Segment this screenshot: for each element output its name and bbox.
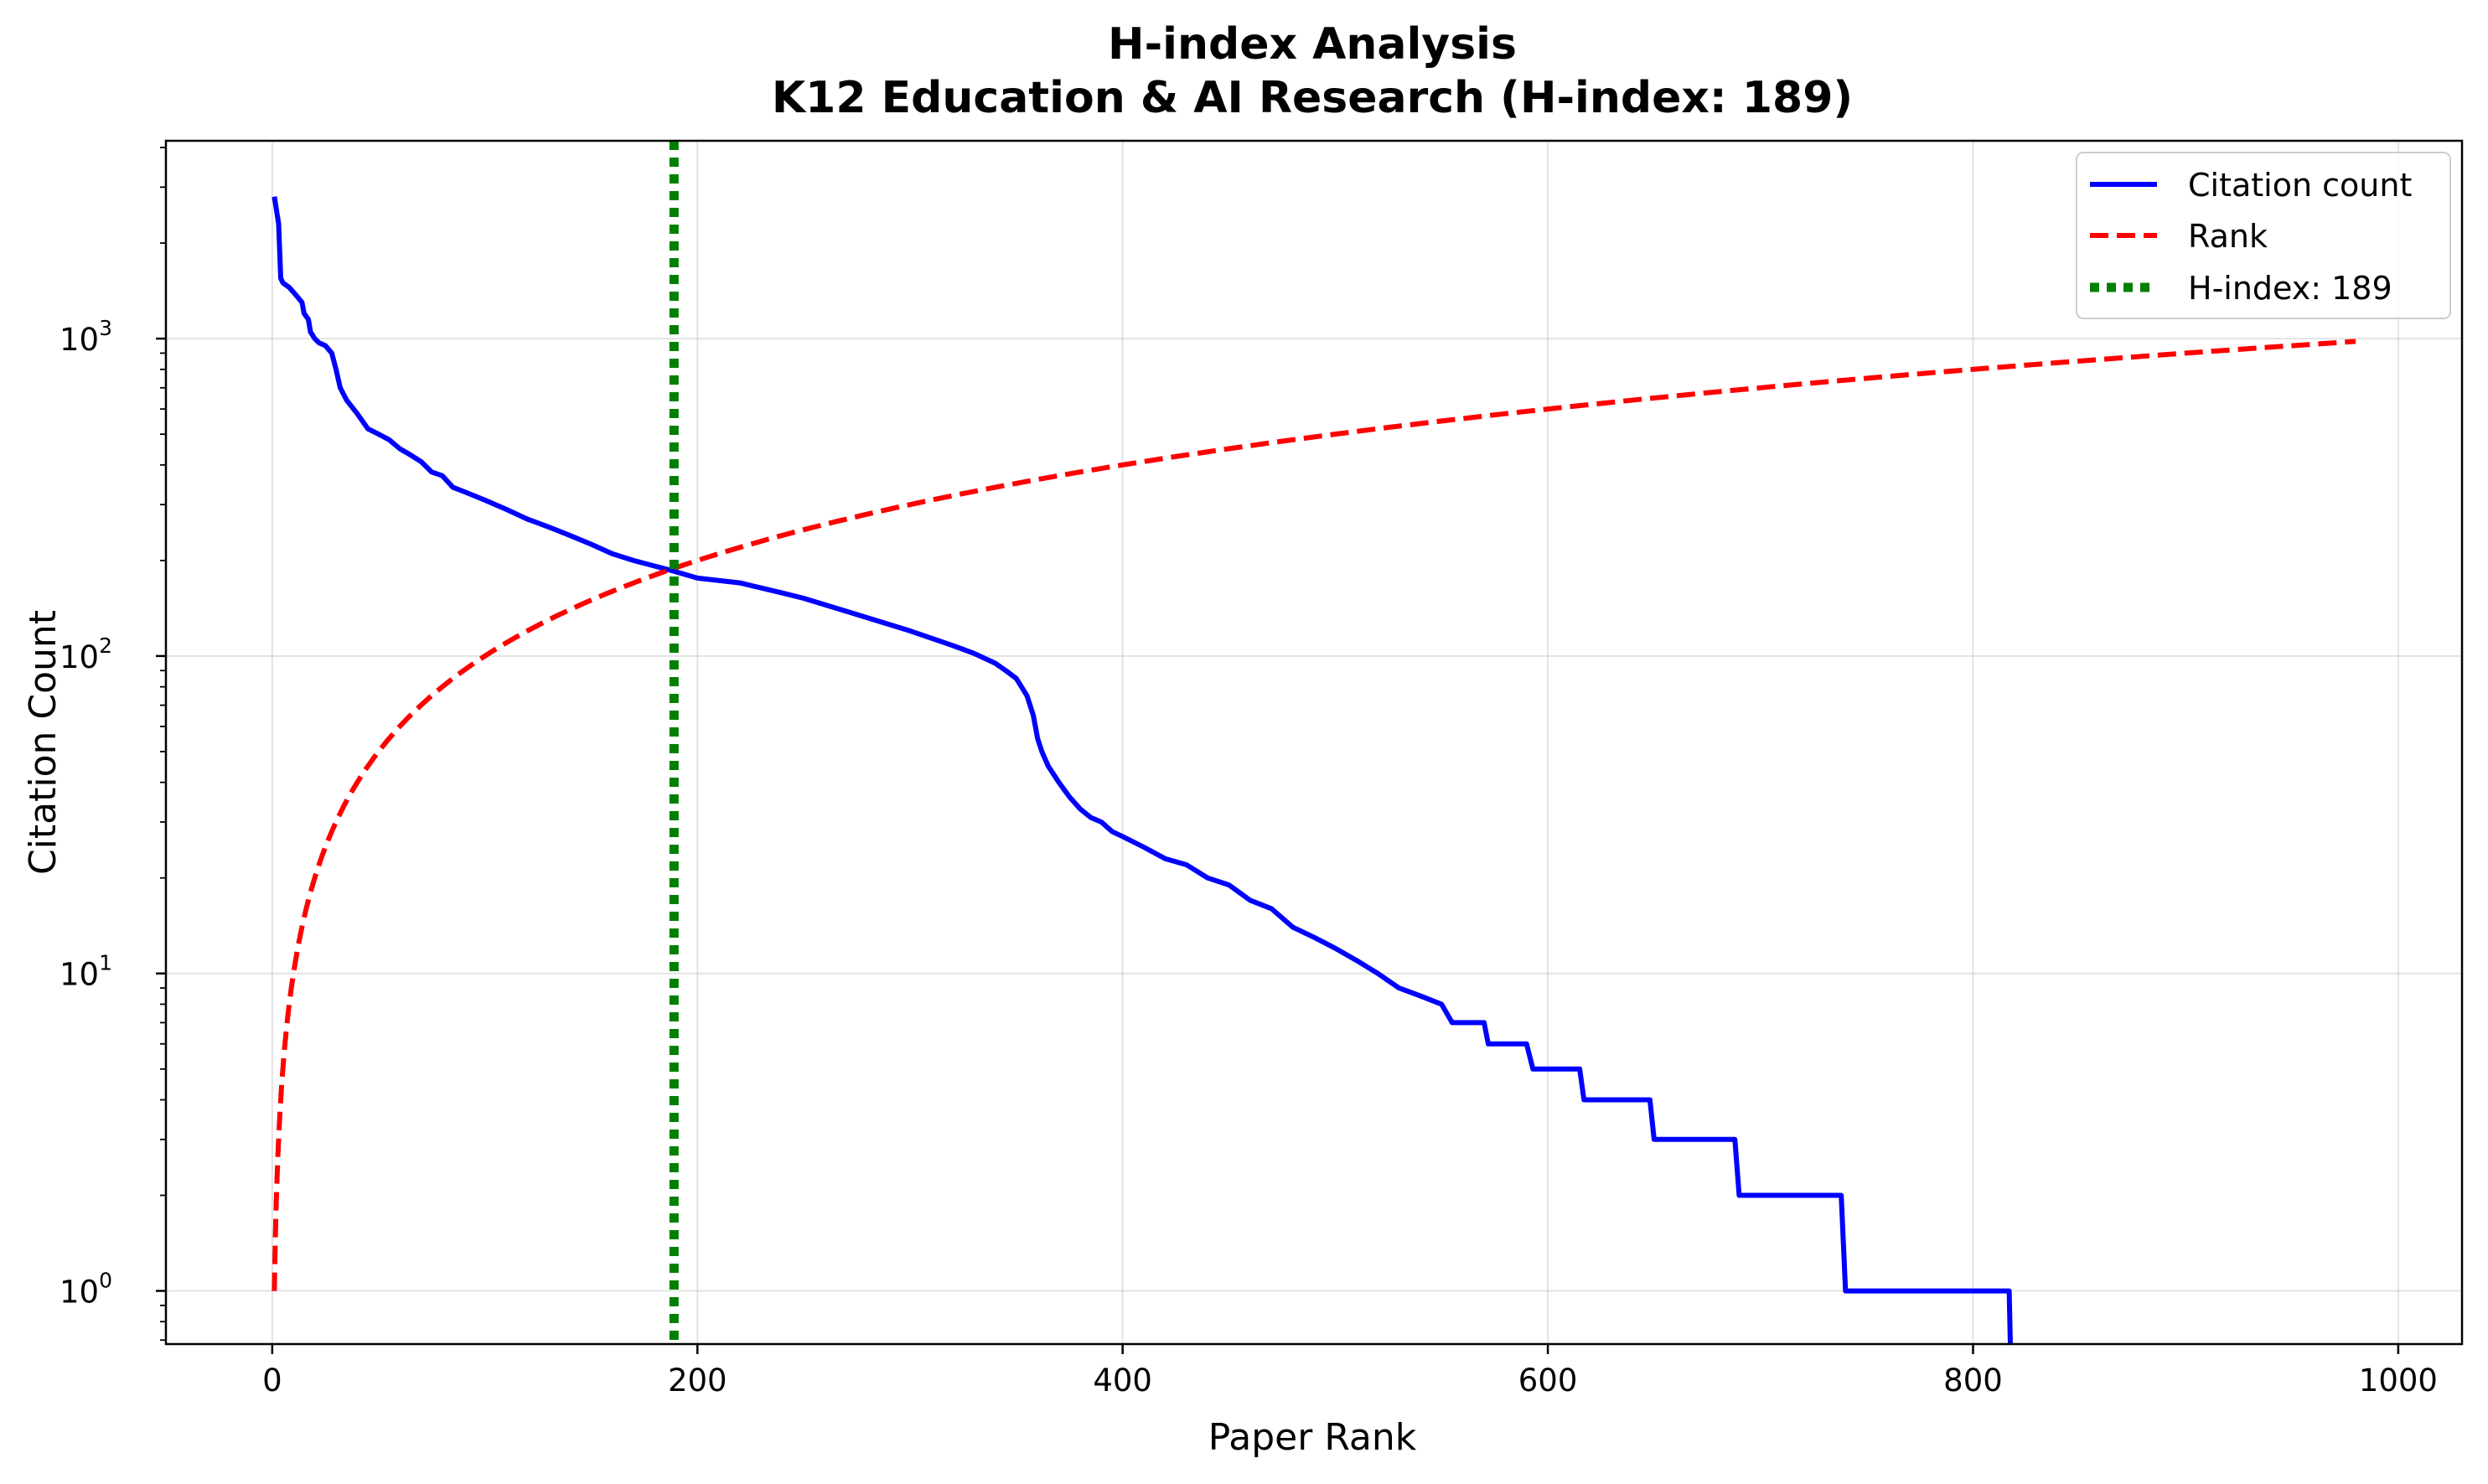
- x-tick-label: 0: [262, 1362, 282, 1399]
- series-line-rank: [272, 339, 2356, 1291]
- ticks: 0 200 400 600 800 1000 100 101 102 103: [59, 147, 2438, 1399]
- legend-label-citation: Citation count: [2188, 167, 2412, 204]
- y-tick-label: 100: [59, 1269, 112, 1311]
- plot-frame: [164, 139, 2464, 1346]
- grid: [166, 141, 2462, 1344]
- x-axis-label: Paper Rank: [1208, 1416, 1417, 1459]
- legend: Citation count Rank H-index: 189: [2076, 152, 2451, 319]
- x-tick-label: 600: [1518, 1362, 1578, 1399]
- chart-subtitle: K12 Education & AI Research (H-index: 18…: [772, 73, 1853, 123]
- y-axis-label: Citation Count: [22, 610, 65, 875]
- series-line-citation: [272, 196, 2013, 1344]
- legend-label-rank: Rank: [2188, 218, 2268, 255]
- y-tick-label: 103: [59, 316, 112, 358]
- x-tick-label: 200: [668, 1362, 727, 1399]
- x-tick-label: 400: [1093, 1362, 1152, 1399]
- chart-title: H-index Analysis: [1108, 19, 1517, 70]
- x-tick-label: 800: [1943, 1362, 2003, 1399]
- legend-label-hindex: H-index: 189: [2188, 270, 2392, 307]
- legend-box: [2076, 152, 2451, 319]
- x-tick-label: 1000: [2359, 1362, 2438, 1399]
- series-layer: [272, 141, 2356, 1344]
- y-tick-label: 101: [59, 951, 112, 993]
- y-tick-label: 102: [59, 633, 112, 675]
